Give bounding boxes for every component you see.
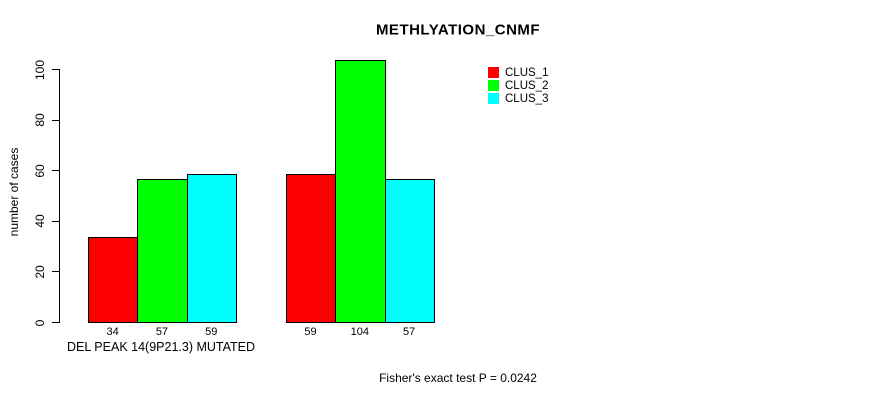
bar-value-label: 104 (350, 326, 370, 338)
y-axis-tick (52, 322, 59, 323)
x-axis-group-label: DEL PEAK 14(9P21.3) MUTATED (66, 340, 256, 354)
y-axis-label: number of cases (7, 147, 21, 237)
y-axis-line (59, 69, 60, 323)
chart-title: METHLYATION_CNMF (375, 21, 541, 39)
y-axis-tick (52, 170, 59, 172)
fisher-test-note: Fisher's exact test P = 0.0242 (379, 371, 537, 385)
legend-swatch-icon (488, 67, 499, 78)
y-axis-tick-label: 20 (33, 265, 47, 279)
y-axis-tick (52, 271, 59, 273)
bar-clus_1-group2 (286, 174, 336, 323)
legend-label: CLUS_1 (505, 66, 549, 79)
bar-value-label: 57 (403, 326, 416, 338)
y-axis-tick-label: 40 (33, 214, 47, 228)
bar-clus_1-group1 (88, 237, 138, 323)
y-axis-tick-label: 0 (33, 319, 47, 326)
legend-swatch-icon (488, 93, 499, 104)
bar-value-label: 59 (205, 326, 218, 338)
bar-value-label: 34 (106, 326, 119, 338)
bar-clus_2-group1 (137, 179, 188, 323)
legend-item-clus_3: CLUS_3 (488, 92, 548, 105)
bar-value-label: 59 (304, 326, 317, 338)
legend-label: CLUS_3 (505, 92, 549, 105)
legend-label: CLUS_2 (505, 79, 549, 92)
bar-clus_2-group2 (335, 60, 386, 323)
y-axis-tick (52, 119, 59, 121)
y-axis-tick-label: 80 (33, 113, 47, 127)
bar-clus_3-group2 (385, 179, 435, 323)
legend: CLUS_1 CLUS_2 CLUS_3 (488, 66, 548, 105)
y-axis-tick (52, 69, 59, 70)
legend-item-clus_1: CLUS_1 (488, 66, 548, 79)
y-axis-tick (52, 220, 59, 222)
legend-swatch-icon (488, 80, 499, 91)
bar-value-label: 57 (155, 326, 169, 338)
y-axis-tick-label: 100 (33, 59, 47, 80)
y-axis-tick-label: 60 (33, 164, 47, 178)
legend-item-clus_2: CLUS_2 (488, 79, 548, 92)
bar-clus_3-group1 (187, 174, 237, 323)
